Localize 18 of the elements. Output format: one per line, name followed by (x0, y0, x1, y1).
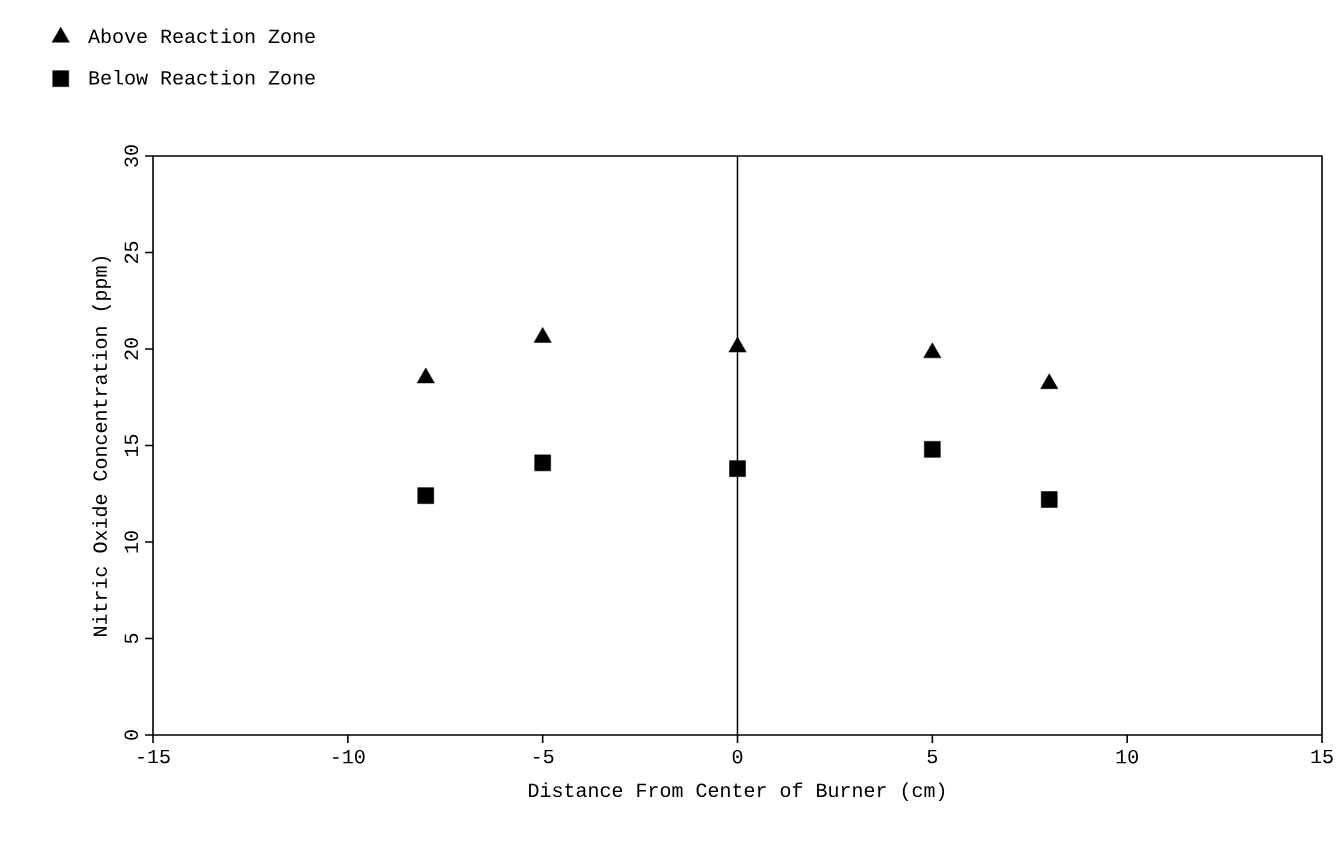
y-tick-label: 20 (124, 338, 139, 360)
y-tick-label: 15 (124, 434, 139, 457)
x-tick-label: 5 (927, 749, 938, 764)
y-axis-title: Nitric Oxide Concentration (ppm) (92, 256, 111, 636)
x-axis-title: Distance From Center of Burner (cm) (529, 782, 945, 802)
x-tick-label: 0 (732, 749, 743, 764)
x-tick-label: -5 (533, 749, 554, 764)
x-tick-label: -10 (333, 749, 365, 764)
x-tick-label: 10 (1116, 749, 1138, 764)
y-tick-label: 5 (124, 633, 139, 644)
y-tick-label: 0 (124, 730, 139, 740)
x-tick-label: 15 (1311, 749, 1333, 764)
y-tick-label: 25 (124, 241, 139, 264)
legend-label: Above Reaction Zone (88, 28, 315, 44)
x-tick-label: -15 (138, 749, 170, 764)
y-tick-label: 10 (124, 531, 139, 553)
y-tick-label: 30 (124, 145, 139, 167)
legend-label: Below Reaction Zone (89, 69, 315, 85)
